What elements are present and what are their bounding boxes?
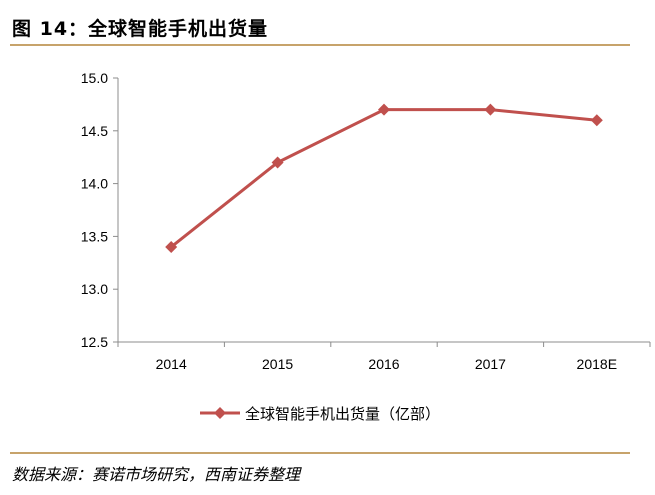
figure-title: 图 14：全球智能手机出货量 — [12, 18, 269, 40]
data-point-marker — [378, 103, 390, 116]
x-tick-label: 2015 — [262, 356, 293, 372]
x-tick-label: 2018E — [577, 356, 617, 372]
x-tick-label: 2014 — [156, 356, 187, 372]
source-note: 数据来源：赛诺市场研究，西南证券整理 — [12, 465, 301, 484]
data-point-marker — [165, 240, 178, 253]
chart-legend: 全球智能手机出货量（亿部） — [200, 405, 440, 423]
y-tick-label: 14.0 — [81, 176, 108, 192]
x-tick-label: 2017 — [475, 356, 506, 372]
bottom-divider — [10, 452, 630, 454]
data-point-marker — [484, 103, 497, 116]
data-point-marker — [590, 114, 603, 127]
legend-marker-icon — [214, 407, 226, 419]
chart-series — [165, 103, 603, 253]
legend-label: 全球智能手机出货量（亿部） — [245, 405, 440, 423]
y-tick-label: 12.5 — [81, 334, 108, 350]
series-line — [170, 108, 597, 249]
y-tick-label: 13.5 — [81, 228, 108, 244]
top-divider — [10, 44, 630, 46]
chart-axes: 12.5 13.0 13.5 14.0 14.5 15.0 2014 2015 2016 2017… — [81, 70, 651, 372]
y-tick-label: 15.0 — [81, 70, 108, 86]
y-tick-label: 13.0 — [81, 281, 108, 297]
data-point-marker — [271, 156, 284, 169]
x-tick-label: 2016 — [368, 356, 399, 372]
y-tick-label: 14.5 — [81, 123, 108, 139]
